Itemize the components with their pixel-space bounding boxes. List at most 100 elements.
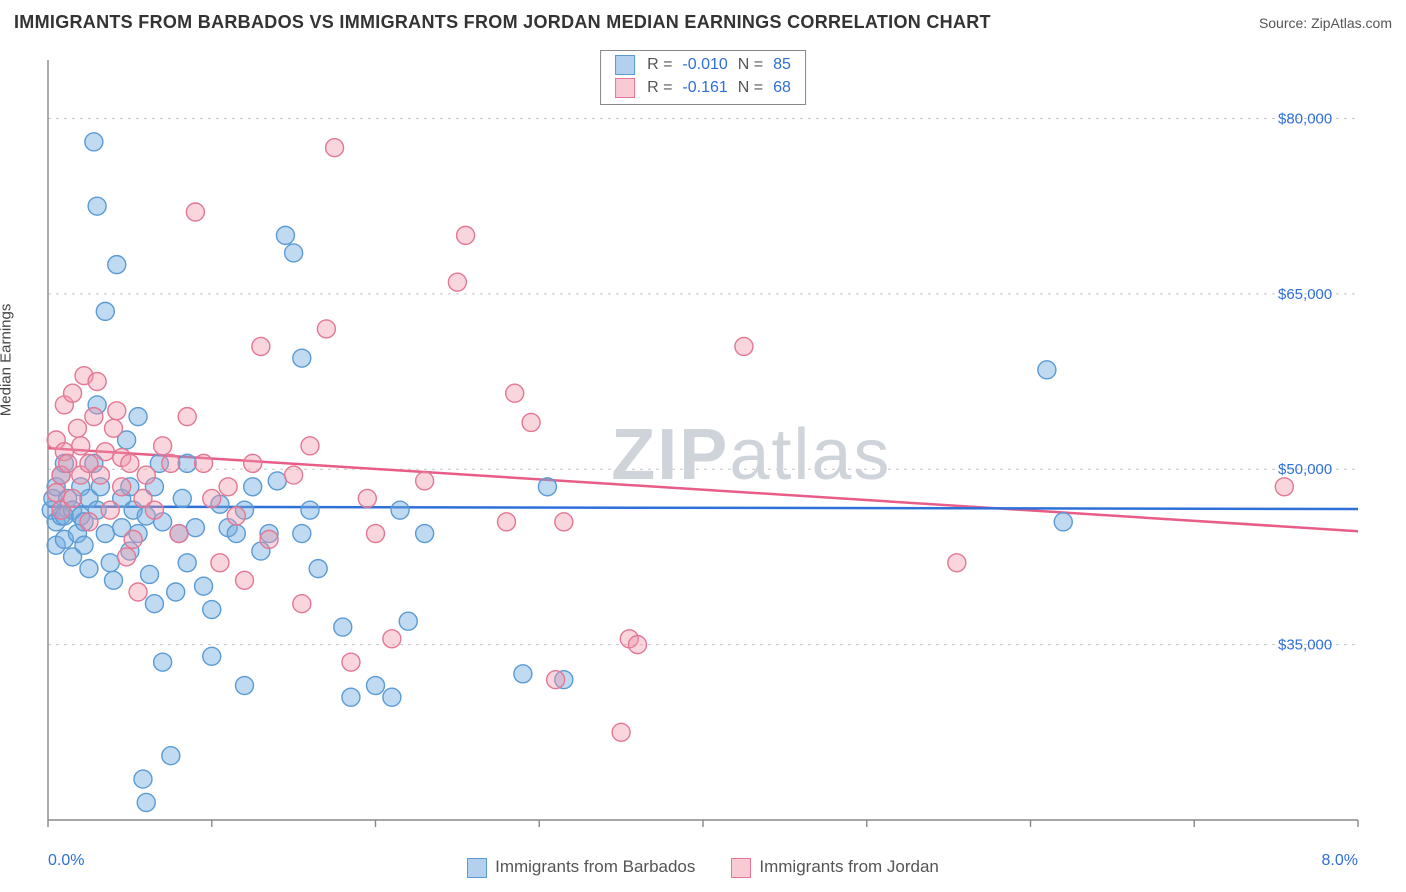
y-axis-label: Median Earnings: [0, 304, 15, 417]
point-jordan: [293, 595, 311, 613]
point-barbados: [162, 747, 180, 765]
point-jordan: [108, 402, 126, 420]
point-jordan: [105, 419, 123, 437]
point-barbados: [301, 501, 319, 519]
legend-swatch: [731, 858, 751, 878]
point-barbados: [391, 501, 409, 519]
point-jordan: [178, 408, 196, 426]
chart-title: IMMIGRANTS FROM BARBADOS VS IMMIGRANTS F…: [14, 12, 991, 33]
point-barbados: [173, 489, 191, 507]
point-barbados: [203, 601, 221, 619]
point-jordan: [162, 454, 180, 472]
point-jordan: [252, 337, 270, 355]
point-barbados: [342, 688, 360, 706]
point-barbados: [137, 793, 155, 811]
point-jordan: [285, 466, 303, 484]
point-jordan: [195, 454, 213, 472]
chart-area: Median Earnings $35,000$50,000$65,000$80…: [14, 50, 1392, 878]
point-jordan: [367, 525, 385, 543]
point-jordan: [555, 513, 573, 531]
point-jordan: [124, 530, 142, 548]
point-barbados: [293, 525, 311, 543]
point-jordan: [498, 513, 516, 531]
point-jordan: [506, 384, 524, 402]
legend-text: R =: [647, 79, 672, 97]
legend-text: 68: [773, 79, 791, 97]
point-barbados: [134, 770, 152, 788]
point-jordan: [68, 419, 86, 437]
point-jordan: [383, 630, 401, 648]
legend-text: R =: [647, 56, 672, 74]
point-barbados: [167, 583, 185, 601]
point-jordan: [72, 437, 90, 455]
point-jordan: [522, 413, 540, 431]
legend-item: Immigrants from Jordan: [731, 857, 939, 878]
point-barbados: [101, 554, 119, 572]
point-jordan: [358, 489, 376, 507]
point-jordan: [317, 320, 335, 338]
legend-swatch: [467, 858, 487, 878]
point-barbados: [309, 560, 327, 578]
point-barbados: [227, 525, 245, 543]
point-jordan: [948, 554, 966, 572]
point-jordan: [227, 507, 245, 525]
point-jordan: [342, 653, 360, 671]
point-barbados: [141, 565, 159, 583]
point-barbados: [276, 226, 294, 244]
point-barbados: [538, 478, 556, 496]
point-barbados: [145, 595, 163, 613]
point-jordan: [47, 484, 65, 502]
chart-source: Source: ZipAtlas.com: [1259, 15, 1392, 31]
legend-text: N =: [738, 79, 763, 97]
point-jordan: [96, 443, 114, 461]
legend-stats: R =-0.010N =85R =-0.161N =68: [600, 50, 806, 105]
point-barbados: [367, 677, 385, 695]
point-barbados: [88, 197, 106, 215]
point-barbados: [186, 519, 204, 537]
point-jordan: [85, 408, 103, 426]
point-jordan: [186, 203, 204, 221]
point-barbados: [399, 612, 417, 630]
point-barbados: [129, 408, 147, 426]
point-jordan: [457, 226, 475, 244]
legend-text: -0.010: [682, 56, 727, 74]
point-barbados: [236, 677, 254, 695]
point-barbados: [203, 647, 221, 665]
point-barbados: [293, 349, 311, 367]
point-jordan: [121, 454, 139, 472]
point-barbados: [514, 665, 532, 683]
y-tick-label: $50,000: [1278, 461, 1332, 478]
point-jordan: [101, 501, 119, 519]
point-jordan: [629, 636, 647, 654]
point-barbados: [75, 536, 93, 554]
y-tick-label: $65,000: [1278, 286, 1332, 303]
legend-series: Immigrants from BarbadosImmigrants from …: [14, 857, 1392, 878]
point-jordan: [326, 139, 344, 157]
point-jordan: [118, 548, 136, 566]
point-jordan: [88, 373, 106, 391]
point-barbados: [244, 478, 262, 496]
point-jordan: [416, 472, 434, 490]
point-barbados: [416, 525, 434, 543]
point-jordan: [129, 583, 147, 601]
point-jordan: [260, 530, 278, 548]
point-jordan: [547, 671, 565, 689]
point-barbados: [1038, 361, 1056, 379]
point-jordan: [145, 501, 163, 519]
point-barbados: [1054, 513, 1072, 531]
point-jordan: [203, 489, 221, 507]
y-tick-label: $80,000: [1278, 110, 1332, 127]
point-jordan: [154, 437, 172, 455]
point-jordan: [236, 571, 254, 589]
legend-label: Immigrants from Jordan: [759, 857, 939, 876]
legend-text: 85: [773, 56, 791, 74]
point-barbados: [96, 302, 114, 320]
point-barbados: [334, 618, 352, 636]
point-jordan: [64, 489, 82, 507]
point-jordan: [735, 337, 753, 355]
legend-text: N =: [738, 56, 763, 74]
point-jordan: [301, 437, 319, 455]
point-barbados: [108, 256, 126, 274]
point-jordan: [170, 525, 188, 543]
point-jordan: [137, 466, 155, 484]
